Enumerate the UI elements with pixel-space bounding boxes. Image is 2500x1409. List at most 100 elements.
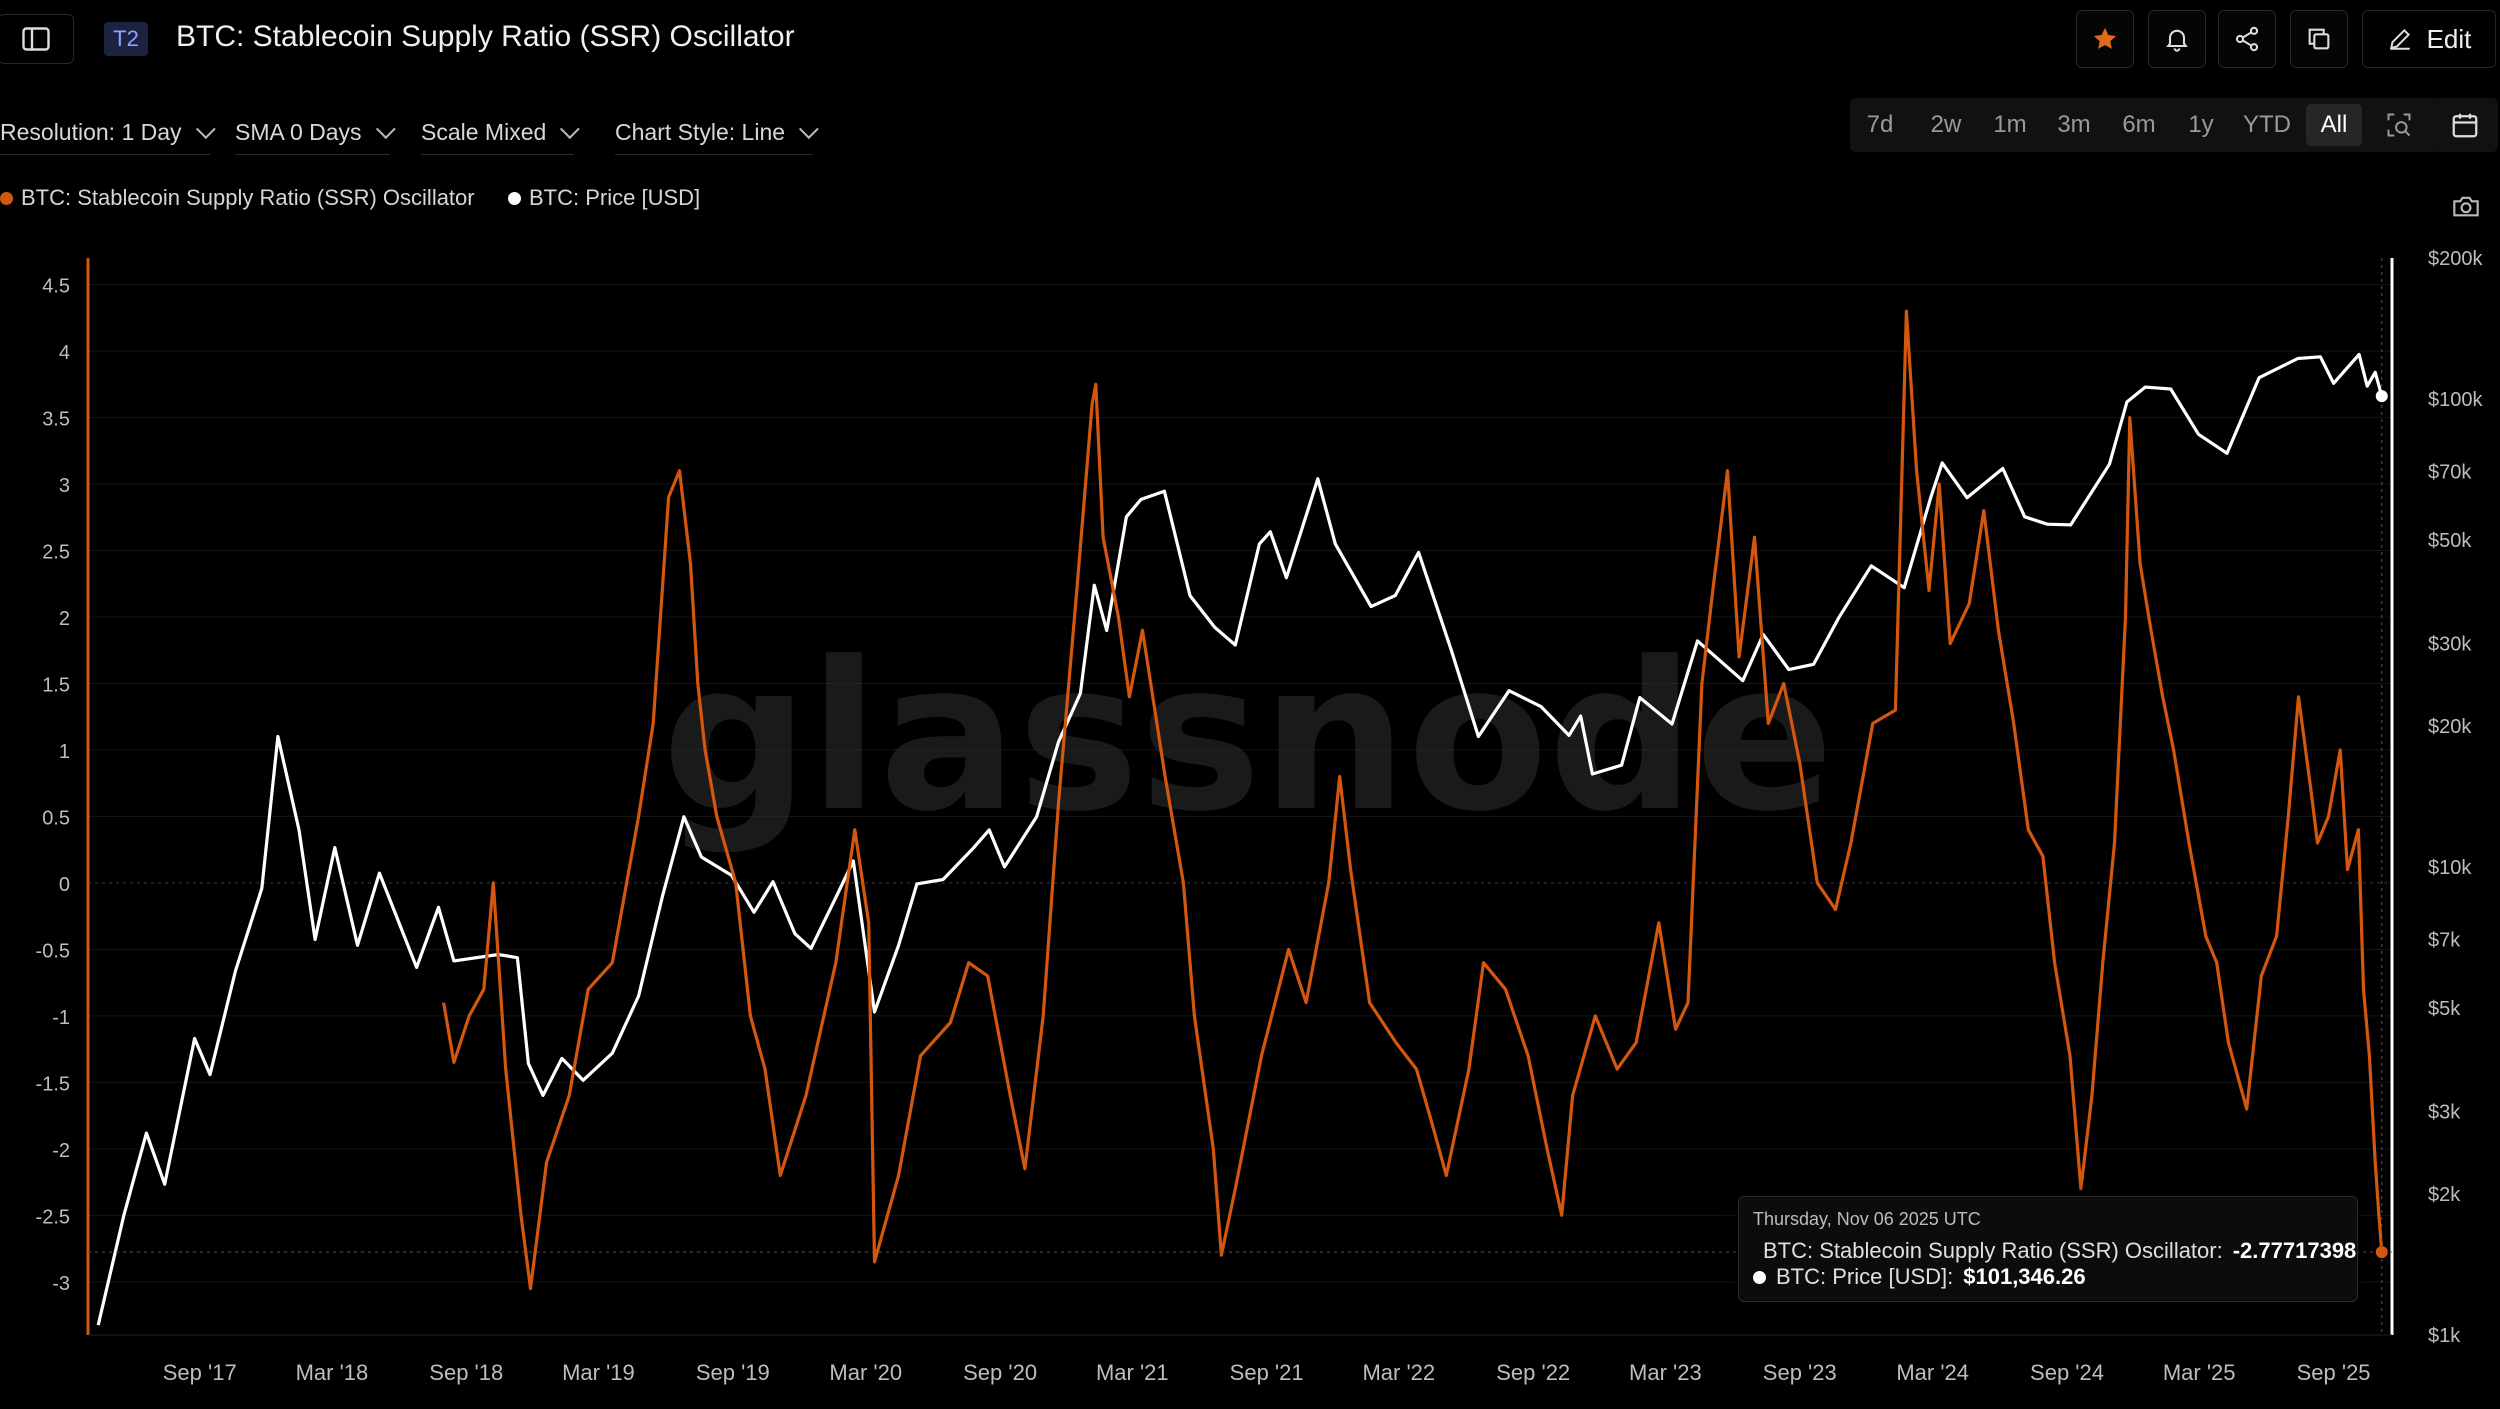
range-ytd[interactable]: YTD xyxy=(2243,111,2291,138)
range-7d[interactable]: 7d xyxy=(1866,111,1894,138)
left-tick-label: -1.5 xyxy=(36,1073,70,1095)
x-tick-label: Sep '23 xyxy=(1763,1360,1837,1385)
range-3m[interactable]: 3m xyxy=(2057,111,2091,138)
chevron-down-icon xyxy=(560,119,581,140)
screenshot-button[interactable] xyxy=(2452,194,2480,223)
chart-style-label: Chart Style: Line xyxy=(615,118,786,145)
page-title: BTC: Stablecoin Supply Ratio (SSR) Oscil… xyxy=(176,20,795,53)
top-bar: T2 BTC: Stablecoin Supply Ratio (SSR) Os… xyxy=(0,0,2500,80)
right-tick-label: $20k xyxy=(2428,716,2472,738)
scale-label: Scale Mixed xyxy=(421,118,547,145)
left-tick-label: 3.5 xyxy=(42,409,70,431)
range-6m[interactable]: 6m xyxy=(2122,111,2156,138)
tooltip-date: Thursday, Nov 06 2025 UTC xyxy=(1753,1209,1981,1229)
share-button[interactable] xyxy=(2218,10,2276,68)
x-tick-label: Sep '18 xyxy=(429,1360,503,1385)
right-tick-label: $30k xyxy=(2428,634,2472,656)
x-tick-label: Sep '17 xyxy=(163,1360,237,1385)
right-tick-label: $5k xyxy=(2428,998,2461,1020)
x-tick-label: Sep '19 xyxy=(696,1360,770,1385)
range-1y[interactable]: 1y xyxy=(2188,111,2214,138)
sidebar-toggle-icon xyxy=(22,27,50,51)
legend-item-ssr[interactable]: BTC: Stablecoin Supply Ratio (SSR) Oscil… xyxy=(0,185,475,211)
right-tick-label: $7k xyxy=(2428,929,2461,951)
tooltip-value-ssr: -2.77717398 xyxy=(2232,1238,2357,1263)
chart-tooltip: Thursday, Nov 06 2025 UTC BTC: Stablecoi… xyxy=(1738,1196,2358,1302)
left-tick-label: -2.5 xyxy=(36,1206,70,1228)
left-tick-label: 4 xyxy=(59,342,70,364)
sma-select[interactable]: SMA 0 Days xyxy=(235,110,396,155)
x-tick-label: Mar '23 xyxy=(1629,1360,1702,1385)
right-tick-label: $70k xyxy=(2428,461,2472,483)
time-range-selector: 7d 2w 1m 3m 6m 1y YTD All xyxy=(1850,98,2438,152)
price-series-line xyxy=(96,352,2384,1326)
range-1m[interactable]: 1m xyxy=(1993,111,2027,138)
chevron-down-icon xyxy=(798,119,819,140)
x-tick-label: Mar '20 xyxy=(829,1360,902,1385)
x-tick-label: Sep '24 xyxy=(2030,1360,2104,1385)
right-tick-label: $1k xyxy=(2428,1325,2461,1347)
right-tick-label: $3k xyxy=(2428,1102,2461,1124)
date-picker-button[interactable] xyxy=(2432,98,2498,152)
tooltip-row-ssr: BTC: Stablecoin Supply Ratio (SSR) Oscil… xyxy=(1753,1238,2356,1264)
tooltip-dot-price xyxy=(1753,1270,1766,1284)
ssr-series-line xyxy=(442,309,2384,1291)
resolution-label: Resolution: 1 Day xyxy=(0,118,182,145)
axes: 4.5 4 3.5 3 2.5 2 1.5 1 0.5 0 -0.5 -1 -1.5 -2 -2.5 -3 $2… xyxy=(36,248,2484,1385)
left-tick-label: -1 xyxy=(52,1007,70,1029)
left-tick-label: 2 xyxy=(59,608,70,630)
left-tick-label: 1.5 xyxy=(42,674,70,696)
tooltip-value-price: $101,346.26 xyxy=(1963,1264,2086,1289)
left-tick-label: 1 xyxy=(59,741,70,763)
left-tick-label: 2.5 xyxy=(42,542,70,564)
legend-label-ssr: BTC: Stablecoin Supply Ratio (SSR) Oscil… xyxy=(21,185,475,210)
x-tick-label: Mar '22 xyxy=(1362,1360,1435,1385)
sma-label: SMA 0 Days xyxy=(235,118,362,145)
x-tick-label: Mar '25 xyxy=(2163,1360,2236,1385)
x-tick-label: Mar '19 xyxy=(562,1360,635,1385)
right-tick-label: $10k xyxy=(2428,857,2472,879)
bell-icon xyxy=(2166,29,2188,52)
zoom-select-icon xyxy=(2387,113,2411,137)
right-tick-label: $50k xyxy=(2428,530,2472,552)
legend-dot-price xyxy=(508,191,521,205)
tier-badge: T2 xyxy=(104,22,148,56)
chart-style-select[interactable]: Chart Style: Line xyxy=(615,110,819,155)
alert-button[interactable] xyxy=(2148,10,2206,68)
left-tick-label: -2 xyxy=(52,1140,70,1162)
pencil-icon xyxy=(2389,28,2410,50)
left-tick-label: -3 xyxy=(52,1273,70,1295)
range-all[interactable]: All xyxy=(2306,104,2362,146)
chart-area[interactable]: glassnode 4.5 4 3.5 3 2.5 2 1.5 1 0.5 0 -0.5 -1 -1.5… xyxy=(0,240,2500,1409)
x-tick-label: Sep '20 xyxy=(963,1360,1037,1385)
zoom-select-button[interactable] xyxy=(2372,104,2426,146)
x-tick-label: Mar '24 xyxy=(1896,1360,1969,1385)
left-tick-label: 4.5 xyxy=(42,276,70,298)
right-tick-label: $2k xyxy=(2428,1184,2461,1206)
left-tick-label: -0.5 xyxy=(36,940,70,962)
share-icon xyxy=(2235,26,2259,52)
watermark: glassnode xyxy=(662,619,1834,857)
left-tick-label: 0 xyxy=(59,874,70,896)
left-tick-label: 0.5 xyxy=(42,807,70,829)
grid-lines xyxy=(88,284,2392,1283)
right-tick-label: $200k xyxy=(2428,248,2483,270)
scale-select[interactable]: Scale Mixed xyxy=(421,110,581,155)
x-tick-label: Mar '21 xyxy=(1096,1360,1169,1385)
calendar-icon xyxy=(2452,113,2478,138)
right-tick-label: $100k xyxy=(2428,389,2483,411)
x-tick-label: Sep '22 xyxy=(1496,1360,1570,1385)
star-icon xyxy=(2093,27,2117,49)
camera-icon xyxy=(2453,196,2479,217)
legend-item-price[interactable]: BTC: Price [USD] xyxy=(508,185,700,211)
resolution-select[interactable]: Resolution: 1 Day xyxy=(0,110,216,155)
favorite-button[interactable] xyxy=(2076,10,2134,68)
duplicate-button[interactable] xyxy=(2290,10,2348,68)
legend-dot-ssr xyxy=(0,191,13,205)
series-layer xyxy=(96,309,2384,1326)
edit-button[interactable]: Edit xyxy=(2362,10,2496,68)
x-tick-label: Sep '21 xyxy=(1230,1360,1304,1385)
range-2w[interactable]: 2w xyxy=(1930,111,1962,138)
sidebar-toggle-button[interactable] xyxy=(0,14,74,64)
tooltip-row-price: BTC: Price [USD]: $101,346.26 xyxy=(1753,1264,2343,1290)
